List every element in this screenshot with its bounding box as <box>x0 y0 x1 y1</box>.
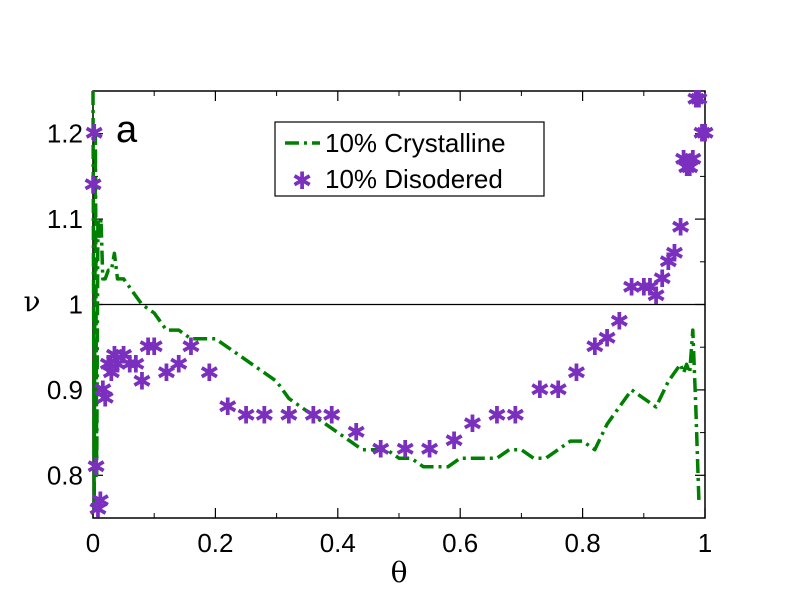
series-disordered-point: ✱ <box>322 402 342 430</box>
x-tick-label: 1 <box>698 528 712 558</box>
series-disordered-point: ✱ <box>199 359 219 387</box>
series-disordered-point: ✱ <box>622 273 642 301</box>
series-disordered-point: ✱ <box>144 333 164 361</box>
series-disordered-point: ✱ <box>218 393 238 421</box>
y-tick-label: 0.9 <box>47 375 83 405</box>
series-disordered-point: ✱ <box>88 495 108 523</box>
series-disordered-point: ✱ <box>664 239 684 267</box>
legend: 10% Crystalline ✱ 10% Disodered <box>274 121 545 197</box>
series-disordered-point: ✱ <box>420 436 440 464</box>
series-disordered-point: ✱ <box>138 333 158 361</box>
series-disordered-point: ✱ <box>652 265 672 293</box>
series-disordered-point: ✱ <box>597 325 617 353</box>
series-disordered-point: ✱ <box>114 342 134 370</box>
legend-box <box>274 121 545 197</box>
x-tick-label: 0.6 <box>442 528 478 558</box>
series-disordered-point: ✱ <box>566 359 586 387</box>
x-tick-label: 0.2 <box>197 528 233 558</box>
series-disordered-point: ✱ <box>640 273 660 301</box>
series-disordered-point: ✱ <box>254 402 274 430</box>
legend-disordered-label: 10% Disodered <box>325 164 503 194</box>
series-disordered-point: ✱ <box>279 402 299 430</box>
series-crystalline-line <box>91 90 701 512</box>
y-axis-label: ν <box>23 285 40 318</box>
series-disordered-point: ✱ <box>674 145 694 173</box>
series-disordered-point: ✱ <box>346 419 366 447</box>
legend-disordered-marker: ✱ <box>292 167 312 195</box>
series-disordered-point: ✱ <box>181 333 201 361</box>
series-disordered-point: ✱ <box>462 410 482 438</box>
series-disordered-point: ✱ <box>303 402 323 430</box>
series-disordered-point: ✱ <box>104 342 124 370</box>
series-disordered-point: ✱ <box>530 376 550 404</box>
series-disordered-point: ✱ <box>680 154 700 182</box>
series-disordered-point: ✱ <box>692 120 712 148</box>
series-disordered-point: ✱ <box>658 248 678 276</box>
panel-label: a <box>116 109 138 151</box>
series-disordered-point: ✱ <box>548 376 568 404</box>
series-disordered-point: ✱ <box>609 308 629 336</box>
series-disordered-point: ✱ <box>126 350 146 378</box>
series-disordered-point: ✱ <box>689 86 709 114</box>
y-tick-label: 1.2 <box>47 119 83 149</box>
series-disordered-point: ✱ <box>505 402 525 430</box>
series-disordered-point: ✱ <box>686 86 706 114</box>
series-disordered-point: ✱ <box>156 359 176 387</box>
series-disordered-point: ✱ <box>695 120 715 148</box>
series-disordered-point: ✱ <box>683 145 703 173</box>
series-disordered-point: ✱ <box>98 350 118 378</box>
series-disordered-point: ✱ <box>107 350 127 378</box>
series-disordered-point: ✱ <box>395 436 415 464</box>
series-disordered-point: ✱ <box>132 367 152 395</box>
series-disordered-point: ✱ <box>169 350 189 378</box>
series-disordered-point: ✱ <box>120 350 140 378</box>
series-disordered-point: ✱ <box>634 273 654 301</box>
series-disordered-point: ✱ <box>371 436 391 464</box>
series-disordered-point: ✱ <box>83 171 103 199</box>
series-disordered-point: ✱ <box>646 282 666 310</box>
legend-crystalline-label: 10% Crystalline <box>325 128 506 158</box>
x-tick-label: 0.8 <box>565 528 601 558</box>
y-tick-label: 0.8 <box>47 460 83 490</box>
y-tick-label: 1.1 <box>47 204 83 234</box>
series: ✱✱✱✱✱✱✱✱✱✱✱✱✱✱✱✱✱✱✱✱✱✱✱✱ ✱ ✱✱✱✱ ✱ ✱ ✱✱ ✱✱✱✱✱✱✱… <box>83 86 715 524</box>
series-disordered-point: ✱ <box>677 154 697 182</box>
series-disordered-point: ✱ <box>84 120 104 148</box>
series-disordered-point: ✱ <box>101 359 121 387</box>
ticks: 0 0.2 0.4 0.6 0.8 1 0.8 0.9 1 1.1 1.2 <box>47 91 712 558</box>
series-disordered-point: ✱ <box>444 427 464 455</box>
series-disordered-point: ✱ <box>585 333 605 361</box>
series-disordered-point: ✱ <box>93 376 113 404</box>
series-disordered-point: ✱ <box>670 214 690 242</box>
series-disordered-point: ✱ <box>90 487 110 515</box>
x-tick-label: 0 <box>86 528 100 558</box>
x-axis-label: θ <box>391 556 408 589</box>
series-disordered-point: ✱ <box>487 402 507 430</box>
series-disordered-point: ✱ <box>236 402 256 430</box>
y-tick-label: 1 <box>69 290 83 320</box>
series-disordered-point: ✱ <box>86 453 106 481</box>
series-disordered-point: ✱ <box>95 384 115 412</box>
x-tick-label: 0.4 <box>320 528 356 558</box>
